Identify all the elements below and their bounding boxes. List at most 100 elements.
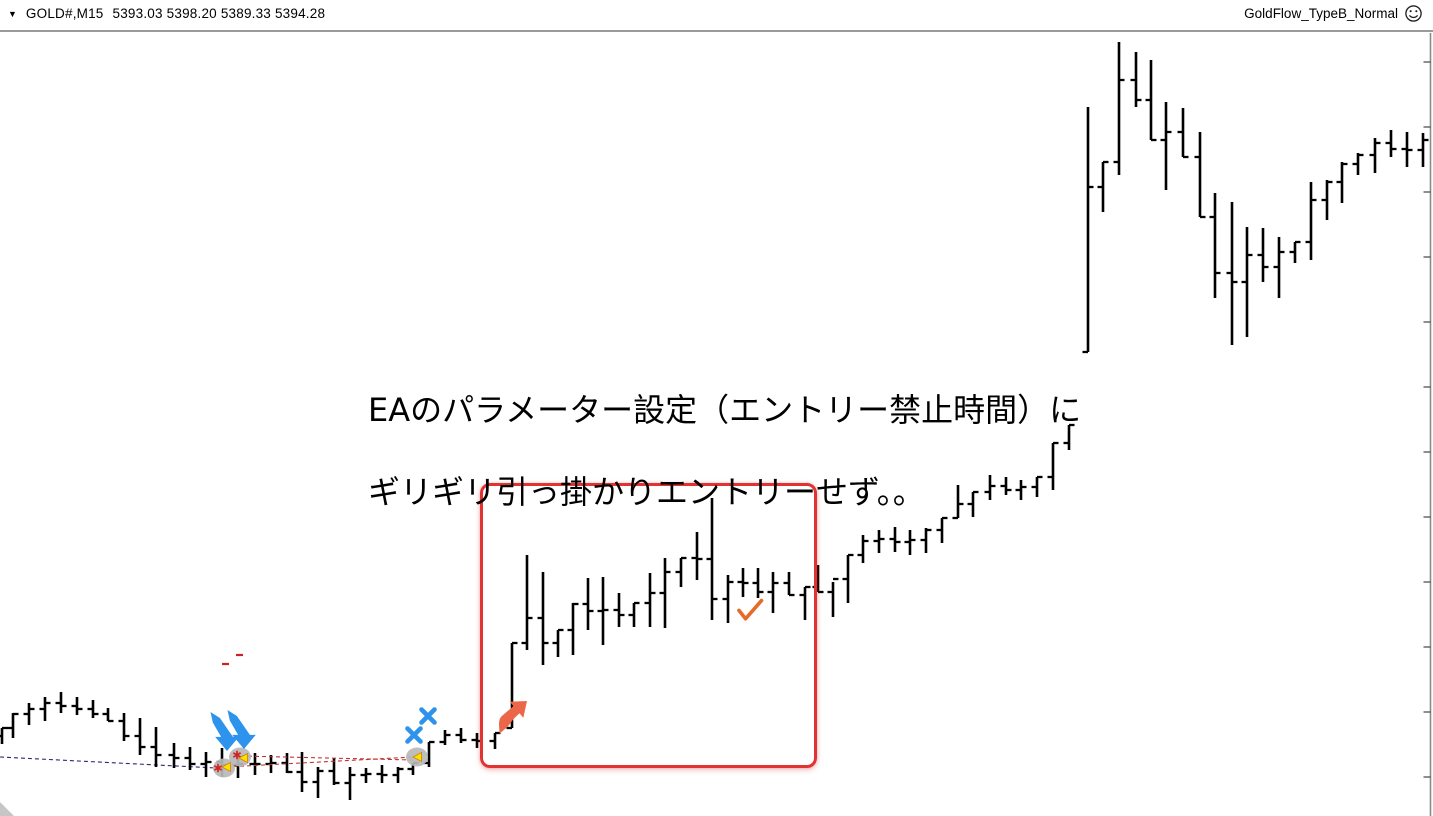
ohlc-bar	[1047, 441, 1059, 490]
ohlc-bar	[0, 726, 8, 744]
ohlc-bar	[296, 752, 308, 792]
ohlc-bar	[552, 628, 564, 657]
ohlc-bar	[1113, 42, 1125, 175]
yellow-triangle-icon	[221, 761, 231, 773]
ohlc-bar	[1209, 193, 1221, 298]
smiley-face-icon	[1405, 4, 1422, 22]
ohlc-bar	[691, 532, 703, 580]
ohlc-bar	[1145, 60, 1157, 142]
ohlc-bar	[168, 743, 180, 768]
ohlc-bar	[889, 527, 901, 552]
ohlc-bar	[39, 697, 51, 721]
ohlc-bar	[1130, 52, 1142, 107]
ohlc-bar	[752, 568, 764, 598]
sell-arrow-down-icon	[210, 712, 239, 751]
ohlc-bar	[1160, 102, 1172, 190]
ohlc-bar	[952, 485, 964, 520]
ohlc-bar	[783, 572, 795, 597]
trade-entry-circle-marker	[213, 758, 235, 778]
ohlc-bar	[184, 747, 196, 770]
ohlc-bar	[1417, 133, 1429, 167]
ohlc-bar	[644, 573, 656, 627]
yellow-triangle-icon	[238, 752, 248, 764]
ohlc-bar	[675, 556, 687, 587]
ohlc-bar	[904, 530, 916, 555]
ohlc-bar	[737, 568, 749, 597]
ohlc-bar	[842, 553, 854, 603]
ohlc-bar	[1305, 182, 1317, 260]
chart-header-bar: ▼ GOLD#,M15 5393.03 5398.20 5389.33 5394…	[0, 0, 1433, 32]
ohlc-bar	[102, 708, 114, 723]
ohlc-bar	[767, 572, 779, 613]
ohlc-bar	[1289, 240, 1301, 263]
ohlc-bar	[582, 578, 594, 630]
red-dashed-trade-line	[225, 756, 414, 768]
ohlc-bar	[150, 727, 162, 767]
ohlc-bar	[984, 475, 996, 500]
ohlc-bar	[439, 730, 451, 745]
ohlc-bar	[23, 703, 35, 725]
ohlc-bar	[1063, 423, 1075, 450]
ohlc-bar	[722, 575, 734, 623]
ohlc-bar	[7, 712, 19, 738]
ohlc-bar	[265, 755, 277, 773]
ohlc-bar	[312, 767, 324, 798]
annotation-line-1: EAのパラメーター設定（エントリー禁止時間）に	[368, 391, 1082, 429]
ohlc-bar	[118, 713, 130, 741]
ohlc-bar	[55, 692, 67, 713]
ohlc-bar	[1177, 108, 1189, 159]
ohlc-bar	[1241, 227, 1253, 337]
ohlc-bar	[537, 572, 549, 665]
ohlc-bar	[827, 577, 839, 617]
ohlc-bar	[1097, 160, 1109, 212]
yellow-triangle-icon	[412, 751, 422, 763]
ohlc-bar	[1385, 130, 1397, 157]
ohlc-bar	[1369, 138, 1381, 173]
ohlc-bar	[455, 728, 467, 743]
trade-entry-circle-marker	[229, 747, 251, 767]
indicator-label-group: GoldFlow_TypeB_Normal	[1244, 4, 1423, 23]
red-dashed-trade-line	[240, 755, 414, 761]
annotation-text: EAのパラメーター設定（エントリー禁止時間）に ギリギリ引っ掛かりエントリーせず…	[368, 390, 1081, 513]
indicator-name-label: GoldFlow_TypeB_Normal	[1244, 5, 1398, 21]
ohlc-bar	[706, 498, 718, 620]
ohlc-bar	[344, 767, 356, 800]
sell-arrow-down-icon	[227, 710, 256, 749]
red-star-icon	[213, 763, 223, 773]
ohlc-bars	[0, 42, 1429, 800]
ohlc-bar	[613, 593, 625, 627]
ohlc-bar	[521, 555, 533, 650]
ohlc-bar	[873, 530, 885, 553]
ohlc-bar	[1194, 132, 1206, 219]
ohlc-bar	[857, 535, 869, 563]
right-price-axis	[1423, 33, 1432, 816]
ohlc-bar	[1401, 132, 1413, 167]
ohlc-bar	[71, 697, 83, 715]
ohlc-bar	[360, 768, 372, 783]
ohlc-bar	[920, 528, 932, 553]
ohlc-bar	[628, 601, 640, 627]
ohlc-bar	[967, 490, 979, 517]
ohlc-bar	[1082, 107, 1094, 354]
ohlc-bar	[134, 718, 146, 755]
ohlc-bar	[87, 700, 99, 718]
ohlc-bar	[1336, 162, 1348, 203]
navy-dashed-trendline	[0, 756, 217, 769]
ohlc-bar	[1226, 202, 1238, 345]
ohlc-bar	[392, 767, 404, 783]
trade-entry-circle-marker	[406, 747, 428, 767]
symbol-dropdown-icon[interactable]: ▼	[8, 8, 17, 19]
ohlc-bar	[659, 558, 671, 628]
symbol-period-label[interactable]: GOLD#,M15	[25, 5, 104, 21]
close-x-icon	[419, 707, 437, 725]
ohlc-bar	[1000, 477, 1012, 495]
window-corner-decoration	[0, 802, 14, 816]
ohlc-bar	[1321, 180, 1333, 220]
ohlc-bar	[1352, 153, 1364, 175]
red-star-icon	[232, 750, 242, 760]
ohlc-bar	[1257, 228, 1269, 282]
highlight-rectangle	[480, 483, 817, 768]
symbol-info-group[interactable]: ▼ GOLD#,M15 5393.03 5398.20 5389.33 5394…	[8, 6, 325, 21]
